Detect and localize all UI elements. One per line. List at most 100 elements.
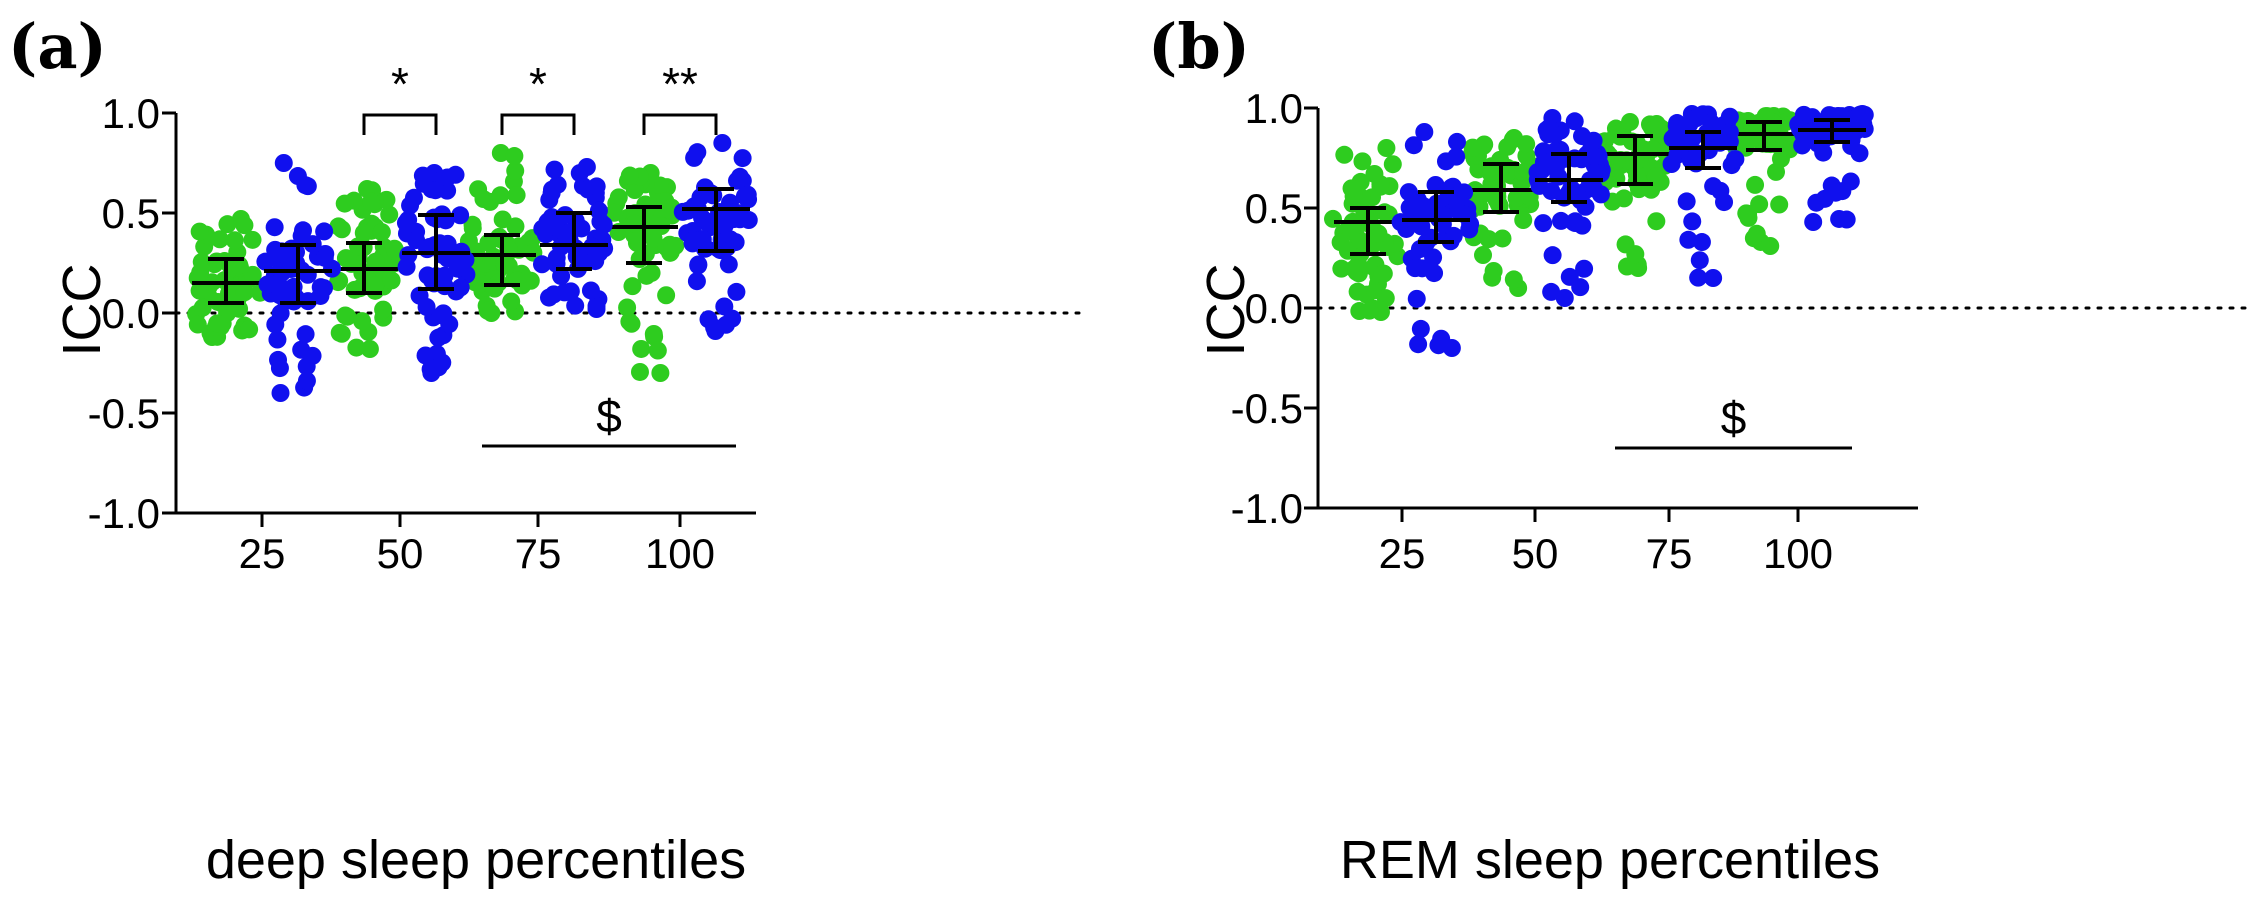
data-point [1715, 193, 1734, 212]
data-point [533, 219, 552, 238]
data-point [471, 274, 490, 293]
data-point [1647, 212, 1666, 231]
data-point [1369, 224, 1388, 243]
panel-b-ylabel: ICC [1196, 264, 1256, 357]
panel-a-ytick: 1.0 [102, 90, 160, 137]
data-point [338, 250, 357, 269]
data-point [1377, 139, 1396, 157]
data-point [1534, 214, 1553, 233]
data-point [1349, 255, 1368, 274]
data-point [1855, 105, 1874, 124]
data-point [699, 310, 718, 329]
data-point [507, 186, 526, 205]
data-point [469, 180, 488, 199]
data-point [566, 296, 585, 315]
data-point [336, 306, 355, 325]
data-point [1514, 163, 1533, 182]
data-point [620, 312, 639, 331]
data-point [362, 192, 381, 211]
data-point [587, 297, 606, 316]
data-point [660, 200, 679, 219]
data-point [269, 274, 288, 293]
data-point [687, 272, 706, 291]
data-point [297, 371, 316, 390]
data-point [1726, 150, 1745, 169]
data-point [1517, 135, 1536, 154]
data-point [218, 215, 237, 234]
data-point [630, 362, 649, 381]
data-point [1681, 151, 1700, 170]
panel-b-ytick: -0.5 [1231, 385, 1303, 432]
data-point [491, 186, 510, 205]
data-point [315, 222, 334, 241]
data-point [429, 358, 448, 377]
data-point [1692, 233, 1711, 252]
panel-b-ytick: -1.0 [1231, 485, 1303, 532]
data-point [1551, 211, 1570, 230]
data-point [1841, 118, 1860, 137]
panel-b-xlabel: REM sleep percentiles [1340, 830, 1880, 890]
data-point [715, 216, 734, 235]
data-point [303, 346, 322, 365]
data-point [545, 160, 564, 179]
data-point [495, 254, 514, 273]
data-point [417, 297, 436, 316]
data-point [1537, 120, 1556, 139]
data-point [404, 188, 423, 207]
panel-a-xtick: 50 [377, 530, 424, 577]
data-point [1626, 245, 1645, 264]
data-point [1646, 167, 1665, 186]
data-point [1555, 289, 1574, 307]
data-point [1342, 221, 1361, 240]
data-point [424, 208, 443, 227]
panel-b-significance: $ [1721, 392, 1747, 444]
data-point [620, 166, 639, 185]
significance-bracket [642, 113, 718, 135]
data-point [506, 161, 525, 180]
data-point [544, 285, 563, 304]
data-point [188, 315, 207, 334]
data-point [1667, 116, 1686, 135]
panel-b-ytick: 0.5 [1245, 185, 1303, 232]
data-point [1429, 336, 1448, 355]
data-point [374, 300, 393, 319]
data-point [418, 240, 437, 259]
data-point [738, 185, 757, 204]
data-point [733, 171, 752, 190]
data-point [1504, 270, 1523, 289]
data-point [210, 230, 229, 249]
data-point [727, 282, 746, 301]
data-point [1507, 188, 1526, 207]
data-point [1391, 213, 1410, 232]
data-point [1677, 192, 1696, 211]
panel-a-ytick: 0.5 [102, 190, 160, 237]
data-point [1720, 107, 1739, 126]
data-point [265, 218, 284, 237]
data-point [1426, 175, 1445, 194]
data-point [1815, 189, 1834, 208]
data-point [605, 203, 624, 222]
data-point [589, 201, 608, 220]
data-point [594, 215, 613, 234]
data-point [1575, 259, 1594, 278]
significance-marker: * [391, 58, 409, 110]
data-point [1399, 183, 1418, 202]
data-point [532, 255, 551, 274]
data-point [1482, 163, 1501, 182]
data-point [493, 210, 512, 229]
data-point [396, 213, 415, 232]
data-point [243, 230, 262, 249]
significance-marker: ** [662, 58, 698, 110]
data-point [380, 205, 399, 224]
data-point [1335, 145, 1354, 164]
data-point [648, 341, 667, 360]
data-point [1514, 211, 1533, 230]
trend-marker: $ [1721, 392, 1747, 444]
data-point [505, 147, 524, 166]
data-point [413, 166, 432, 185]
data-point [1534, 153, 1553, 172]
data-point [1474, 246, 1493, 265]
data-point [719, 202, 738, 221]
data-point [347, 338, 366, 357]
data-point [1585, 147, 1604, 166]
